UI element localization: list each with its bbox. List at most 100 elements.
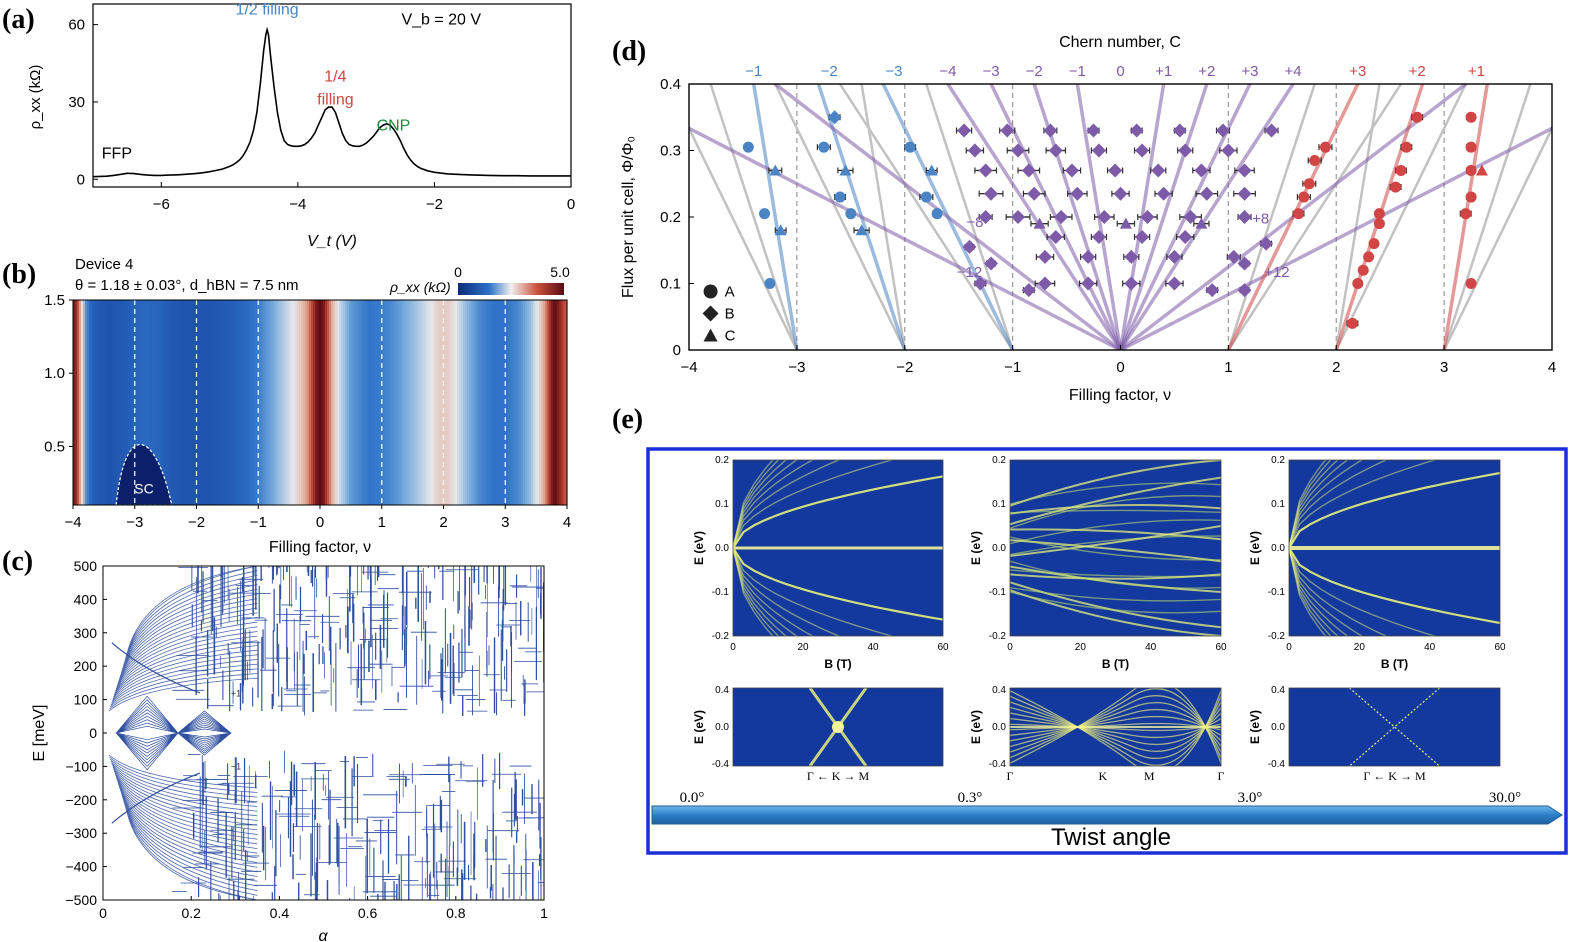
data-point-a (818, 141, 830, 153)
heatmap-column (543, 300, 546, 505)
annotation: CNP (377, 117, 411, 134)
heatmap-column (537, 300, 540, 505)
heatmap-column (441, 300, 444, 505)
y-tick-label: 0.4 (715, 685, 729, 696)
x-tick-label: 1 (378, 514, 386, 531)
chern-number-label: +3 (1349, 63, 1366, 80)
landau-level (1289, 547, 1327, 636)
heatmap-column (403, 300, 406, 505)
heatmap-column (175, 300, 178, 505)
data-point-b (1011, 210, 1026, 224)
data-point-b (1037, 249, 1052, 264)
y-tick-label: 0.0 (992, 722, 1006, 733)
landau-level (733, 547, 943, 621)
heatmap-column (149, 300, 152, 505)
data-point-a (1363, 251, 1375, 263)
heatmap-column (95, 300, 98, 505)
data-point-a (764, 278, 776, 289)
heatmap-column (479, 300, 482, 505)
chern-number-label: 0 (1116, 63, 1124, 80)
legend-marker-triangle (703, 328, 718, 342)
y-tick-label: −200 (65, 792, 97, 808)
y-tick-label: 0.1 (1271, 499, 1285, 510)
fan-line-grey (709, 84, 799, 350)
heatmap-column (469, 300, 472, 505)
data-point-a (1292, 208, 1304, 220)
heatmap-column (463, 300, 466, 505)
heatmap-column (443, 300, 446, 505)
heatmap-column (447, 300, 450, 505)
heatmap-column (225, 300, 228, 505)
top-axis-title: Chern number, C (1059, 34, 1181, 51)
heatmap-column (527, 300, 530, 505)
landau-levels (1289, 460, 1500, 636)
landau-level (1010, 589, 1221, 636)
plot-frame (1009, 459, 1222, 637)
twist-angle-label: 30.0° (1489, 790, 1521, 806)
dispersion-bands (1010, 688, 1221, 766)
heatmap-column (153, 300, 156, 505)
data-point-a (1411, 111, 1423, 123)
heatmap-column (413, 300, 416, 505)
data-point-c (774, 224, 787, 236)
data-point-b (1000, 123, 1015, 138)
x-tick-label: −2 (188, 514, 205, 531)
k-path-label: Γ (1007, 769, 1014, 783)
fan-line (1118, 84, 1166, 350)
heatmap-column (379, 300, 382, 505)
heatmap-column (247, 300, 250, 505)
data-point-a (759, 208, 771, 220)
moire-band (1010, 688, 1221, 759)
data-point-b (1178, 229, 1193, 244)
y-tick-label: 0.4 (660, 76, 681, 93)
heatmap-column (315, 300, 318, 505)
heatmap-column (415, 300, 418, 505)
fan-line-grey (925, 84, 1014, 350)
chern-number-label: +2 (1409, 63, 1426, 80)
heatmap-column (187, 300, 190, 505)
heatmap-column (421, 300, 424, 505)
heatmap-column (457, 300, 460, 505)
data-point-a (1395, 164, 1407, 176)
heatmap-column (507, 300, 510, 505)
heatmap-column (249, 300, 252, 505)
x-axis-label: B (T) (824, 657, 851, 671)
data-point-a (1319, 141, 1331, 153)
y-axis-label: E (eV) (692, 710, 706, 744)
heatmap-column (395, 300, 398, 505)
heatmap-column (259, 300, 262, 505)
y-tick-label: 60 (68, 17, 85, 34)
annotation: FFP (102, 146, 132, 163)
heatmap-column (393, 300, 396, 505)
y-tick-label: 0.1 (660, 276, 681, 293)
y-tick-label: 300 (74, 625, 98, 641)
y-tick-label: 0.5 (44, 438, 65, 455)
heatmap-column (107, 300, 110, 505)
chern-number-label: +3 (1241, 63, 1258, 80)
heatmap-column (385, 300, 388, 505)
heatmap-column (285, 300, 288, 505)
heatmap-column (193, 300, 196, 505)
heatmap-column (359, 300, 362, 505)
heatmap-column (313, 300, 316, 505)
y-tick-label: -0.4 (1268, 759, 1286, 770)
heatmap-column (547, 300, 550, 505)
heatmap-column (159, 300, 162, 505)
x-tick-label: 0 (567, 196, 575, 213)
landau-level (1010, 460, 1221, 507)
dispersion-bands (808, 688, 868, 766)
heatmap-column (471, 300, 474, 505)
heatmap-column (113, 300, 116, 505)
panel-e-twist-angle: 0 20 40 60 0.2 0.1 0.0 -0.1 -0.2 B (T) E (eV) 0 20 40… (646, 447, 1568, 855)
data-point-b (1259, 236, 1274, 251)
heatmap-column (221, 300, 224, 505)
device-title: Device 4 (75, 256, 133, 273)
heatmap-column (157, 300, 160, 505)
heatmap-column (227, 300, 230, 505)
plot-frame (1288, 687, 1501, 767)
fan-line-grey (1335, 84, 1468, 350)
fan-line (881, 84, 1015, 350)
heatmap-column (475, 300, 478, 505)
heatmap-column (499, 300, 502, 505)
x-tick-label: 0 (99, 905, 107, 921)
